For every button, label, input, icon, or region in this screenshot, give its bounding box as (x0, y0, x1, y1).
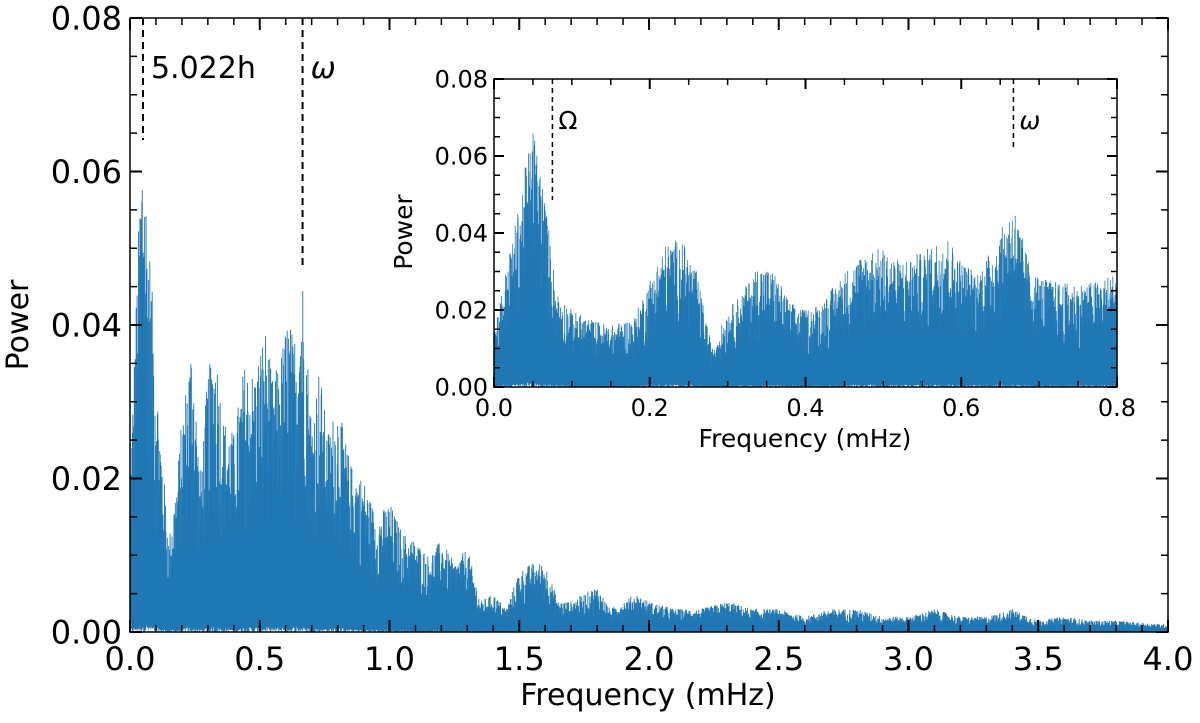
inset-x-tick-label: 0.6 (942, 394, 980, 422)
main-y-tick-label: 0.04 (51, 307, 122, 345)
main-plot: 5.022h ω 0.0 0.5 1.0 1.5 2.0 2.5 3.0 3.5 4.00.000… (1, 0, 1193, 713)
main-x-tick-label: 2.5 (753, 640, 804, 678)
main-axes: 0.0 0.5 1.0 1.5 2.0 2.5 3.0 3.5 4.00.000.020.040… (51, 0, 1194, 678)
inset-x-tick-label: 0.8 (1098, 394, 1136, 422)
inset-marker-label: Ω (558, 106, 577, 135)
inset-y-tick-label: 0.06 (435, 143, 488, 171)
main-markers: 5.022h ω (141, 18, 336, 270)
main-y-tick-label: 0.00 (51, 614, 122, 652)
inset-y-axis-label: Power (389, 193, 418, 269)
main-marker-label: 5.022h (151, 51, 256, 86)
inset-y-tick-label: 0.04 (435, 220, 488, 248)
main-y-tick-label: 0.02 (51, 460, 122, 498)
main-x-tick-label: 4.0 (1143, 640, 1194, 678)
inset-x-tick-label: 0.4 (786, 394, 824, 422)
inset-y-tick-label: 0.00 (435, 374, 488, 402)
main-y-tick-label: 0.06 (51, 153, 122, 191)
inset-y-tick-label: 0.02 (435, 297, 488, 325)
inset-x-tick-label: 0.2 (631, 394, 669, 422)
inset-marker-label: ω (1019, 106, 1040, 135)
inset-axes: 0.0 0.2 0.4 0.6 0.8 0.00 0.02 0.04 0.06 0.08 (435, 66, 1137, 422)
main-x-tick-label: 0.0 (105, 640, 156, 678)
main-marker-label: ω (311, 51, 336, 86)
main-y-tick-label: 0.08 (51, 0, 122, 38)
main-x-tick-label: 2.0 (624, 640, 675, 678)
main-x-tick-label: 1.0 (364, 640, 415, 678)
main-x-tick-label: 0.5 (234, 640, 285, 678)
inset-x-axis-label: Frequency (mHz) (699, 424, 912, 453)
main-x-tick-label: 1.5 (494, 640, 545, 678)
inset-y-tick-label: 0.08 (435, 66, 488, 94)
main-x-axis-label: Frequency (mHz) (520, 678, 775, 713)
main-x-tick-label: 3.0 (883, 640, 934, 678)
main-y-axis-label: Power (1, 279, 36, 370)
main-x-tick-label: 3.5 (1013, 640, 1064, 678)
inset-x-tick-label: 0.0 (475, 394, 513, 422)
